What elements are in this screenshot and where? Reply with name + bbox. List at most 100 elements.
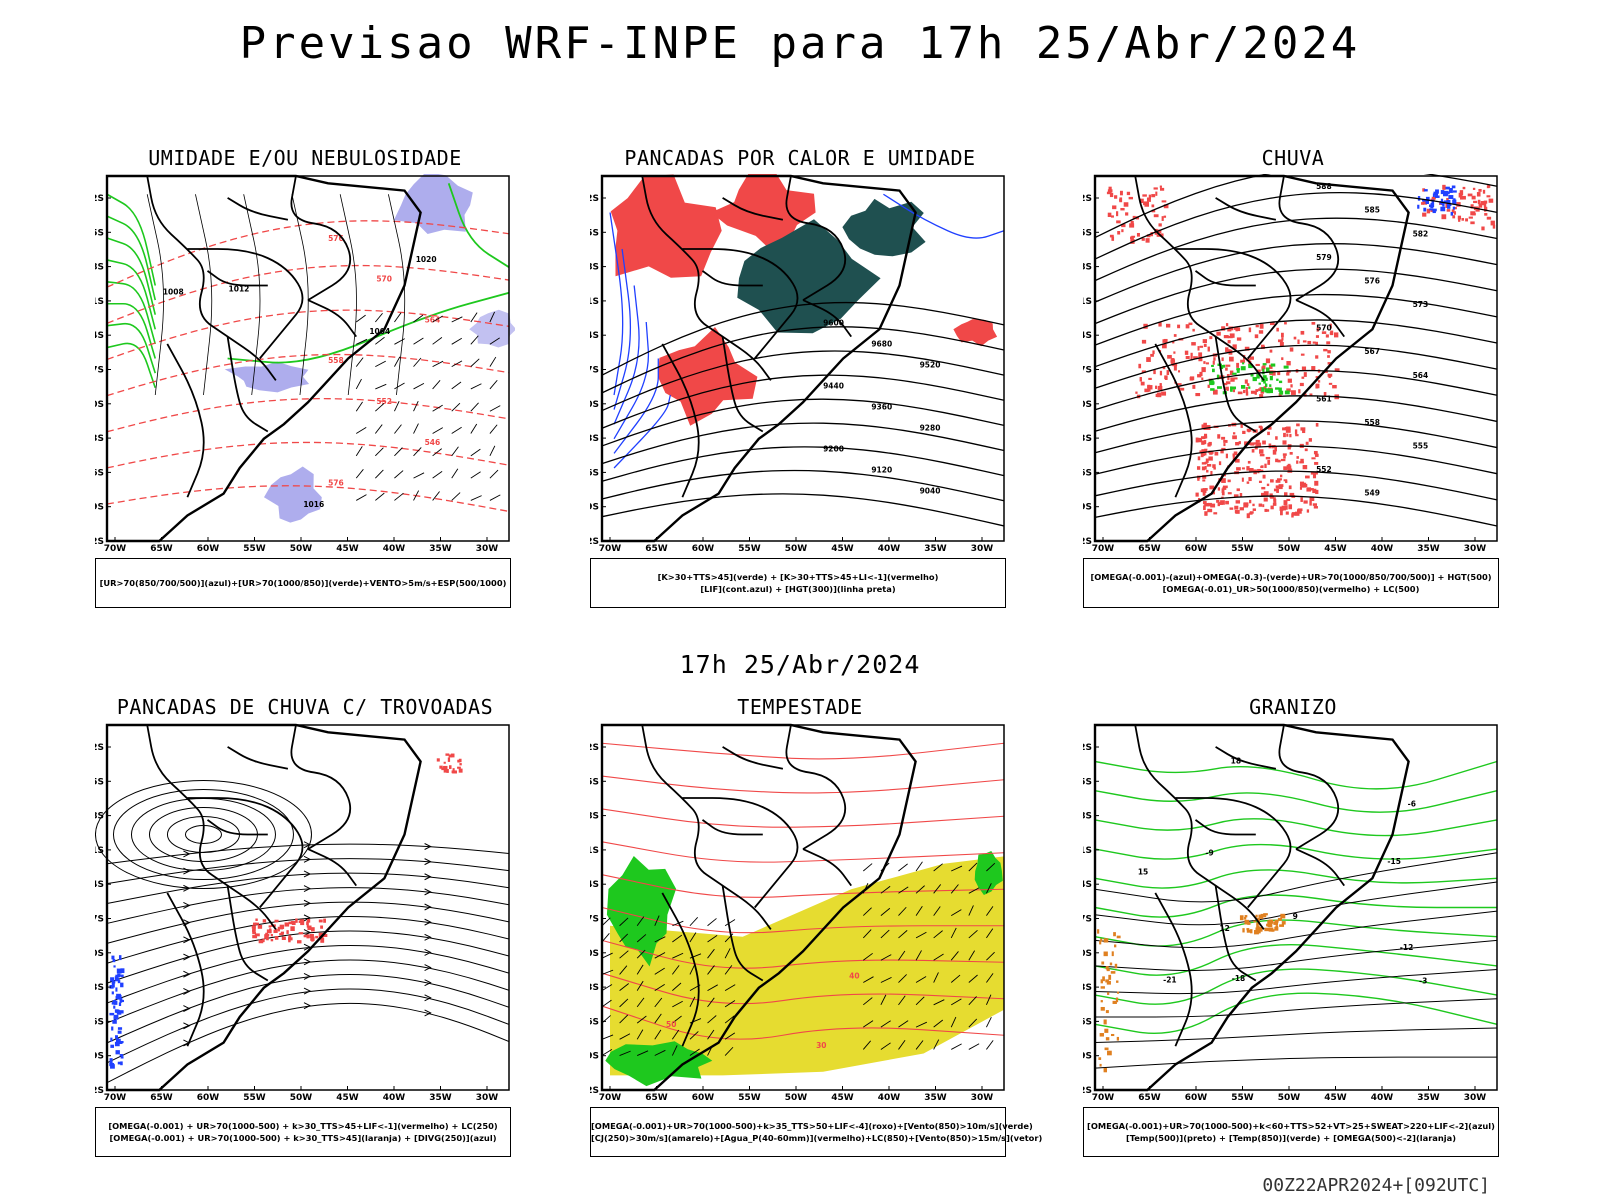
- rain-area: [1281, 458, 1286, 462]
- omega-area: [1108, 974, 1112, 980]
- rain-area: [1227, 349, 1231, 353]
- contour-label: 18: [1231, 757, 1241, 766]
- rain-area: [1302, 483, 1308, 488]
- thunderstorm-area: [297, 940, 302, 944]
- divergence-area: [115, 1038, 119, 1043]
- rain-area: [1107, 212, 1112, 217]
- rain-area: [1309, 488, 1314, 491]
- omega-area: [1271, 929, 1275, 932]
- strong-rain-area: [1266, 389, 1271, 394]
- wind-vector: [451, 402, 461, 412]
- rain-area: [1299, 382, 1304, 387]
- lat-tick-label: 18S: [1083, 263, 1092, 273]
- rain-area: [1123, 202, 1129, 207]
- lat-tick-label: 39S: [1083, 503, 1092, 513]
- rain-area: [1314, 471, 1318, 475]
- wind-vector: [672, 952, 684, 959]
- streamline: [106, 887, 510, 924]
- thunderstorm-area: [274, 919, 279, 923]
- thunderstorm-area: [273, 929, 278, 933]
- rain-area: [1201, 377, 1204, 381]
- rain-area: [1465, 218, 1468, 222]
- wind-vector: [413, 472, 425, 479]
- rain-area: [1203, 343, 1207, 347]
- wind-vector: [619, 998, 629, 1008]
- omega-area: [1263, 913, 1268, 916]
- strong-rain-area: [1265, 367, 1270, 373]
- country-border: [1214, 885, 1257, 982]
- omega-area: [1110, 1033, 1115, 1037]
- coastline: [105, 723, 422, 1092]
- omega-area: [1105, 966, 1109, 970]
- country-border: [661, 892, 700, 1047]
- country-border: [187, 797, 304, 909]
- lat-tick-label: 39S: [95, 503, 104, 513]
- rain-area: [1163, 204, 1169, 209]
- rain-area: [1144, 201, 1150, 207]
- thunderstorm-area: [452, 770, 458, 774]
- legend-line: [UR>70(850/700/500)](azul)+[UR>70(1000/8…: [99, 578, 507, 588]
- wind-vector: [898, 886, 909, 894]
- rain-area: [1201, 440, 1205, 445]
- height-contour: [1094, 217, 1498, 282]
- omega-area: [1111, 951, 1114, 957]
- thunderstorm-area: [320, 925, 324, 929]
- rain-area: [1314, 480, 1319, 486]
- rain-area: [1158, 322, 1162, 327]
- rain-area: [1286, 498, 1291, 502]
- rain-area: [1245, 391, 1249, 396]
- country-border: [722, 197, 784, 221]
- rain-area: [1148, 194, 1152, 199]
- rain-area: [1157, 392, 1162, 398]
- rain-area: [1185, 324, 1190, 329]
- rain-area: [1315, 489, 1319, 495]
- rain-area: [1229, 507, 1234, 510]
- rain-area: [1267, 426, 1272, 430]
- lat-tick-label: 33S: [590, 983, 599, 993]
- contour-label: 9440: [823, 382, 844, 391]
- wind-vector: [689, 1031, 699, 1040]
- omega-area: [1432, 193, 1435, 197]
- temperature-850-contour: [1094, 968, 1498, 1005]
- lat-tick-label: 15S: [1083, 228, 1092, 238]
- wind-vector: [863, 952, 873, 961]
- contour-label: 552: [376, 397, 392, 406]
- rain-area: [1294, 511, 1300, 516]
- rain-area: [1252, 508, 1257, 511]
- humidity-high-area: [224, 361, 310, 393]
- lat-tick-label: 27S: [590, 366, 599, 376]
- low-level-humidity-contour: [106, 259, 157, 330]
- lat-tick-label: 18S: [590, 263, 599, 273]
- wind-vector: [413, 314, 424, 323]
- country-border: [206, 819, 268, 836]
- lifted-index-contour: [883, 193, 1005, 239]
- omega-area: [1098, 1057, 1102, 1060]
- country-border: [1278, 724, 1340, 850]
- country-border: [166, 892, 205, 1047]
- thunderstorm-area: [318, 919, 323, 923]
- wind-vector: [375, 383, 387, 390]
- rain-area: [1287, 378, 1292, 383]
- rain-area: [1227, 375, 1230, 381]
- contour-label: 9040: [920, 487, 941, 496]
- rain-area: [1282, 453, 1287, 456]
- lon-tick-label: 50W: [785, 544, 808, 554]
- lat-tick-label: 24S: [1083, 880, 1092, 890]
- country-border: [146, 724, 277, 930]
- divergence-area: [115, 974, 121, 978]
- rain-area: [1170, 359, 1176, 363]
- country-border: [802, 848, 852, 887]
- omega-area: [1277, 917, 1282, 921]
- precipitable-water-contour: [601, 939, 1005, 969]
- rain-area: [1281, 505, 1287, 511]
- thunderstorm-area: [266, 935, 269, 941]
- lat-tick-label: 30S: [590, 400, 599, 410]
- rain-area: [1307, 340, 1312, 345]
- wind-vector: [470, 383, 482, 390]
- wind-vector: [636, 934, 647, 943]
- thunderstorm-area: [280, 931, 285, 934]
- wind-vector: [654, 1049, 666, 1056]
- rain-area: [1191, 342, 1196, 346]
- rain-area: [1282, 440, 1287, 445]
